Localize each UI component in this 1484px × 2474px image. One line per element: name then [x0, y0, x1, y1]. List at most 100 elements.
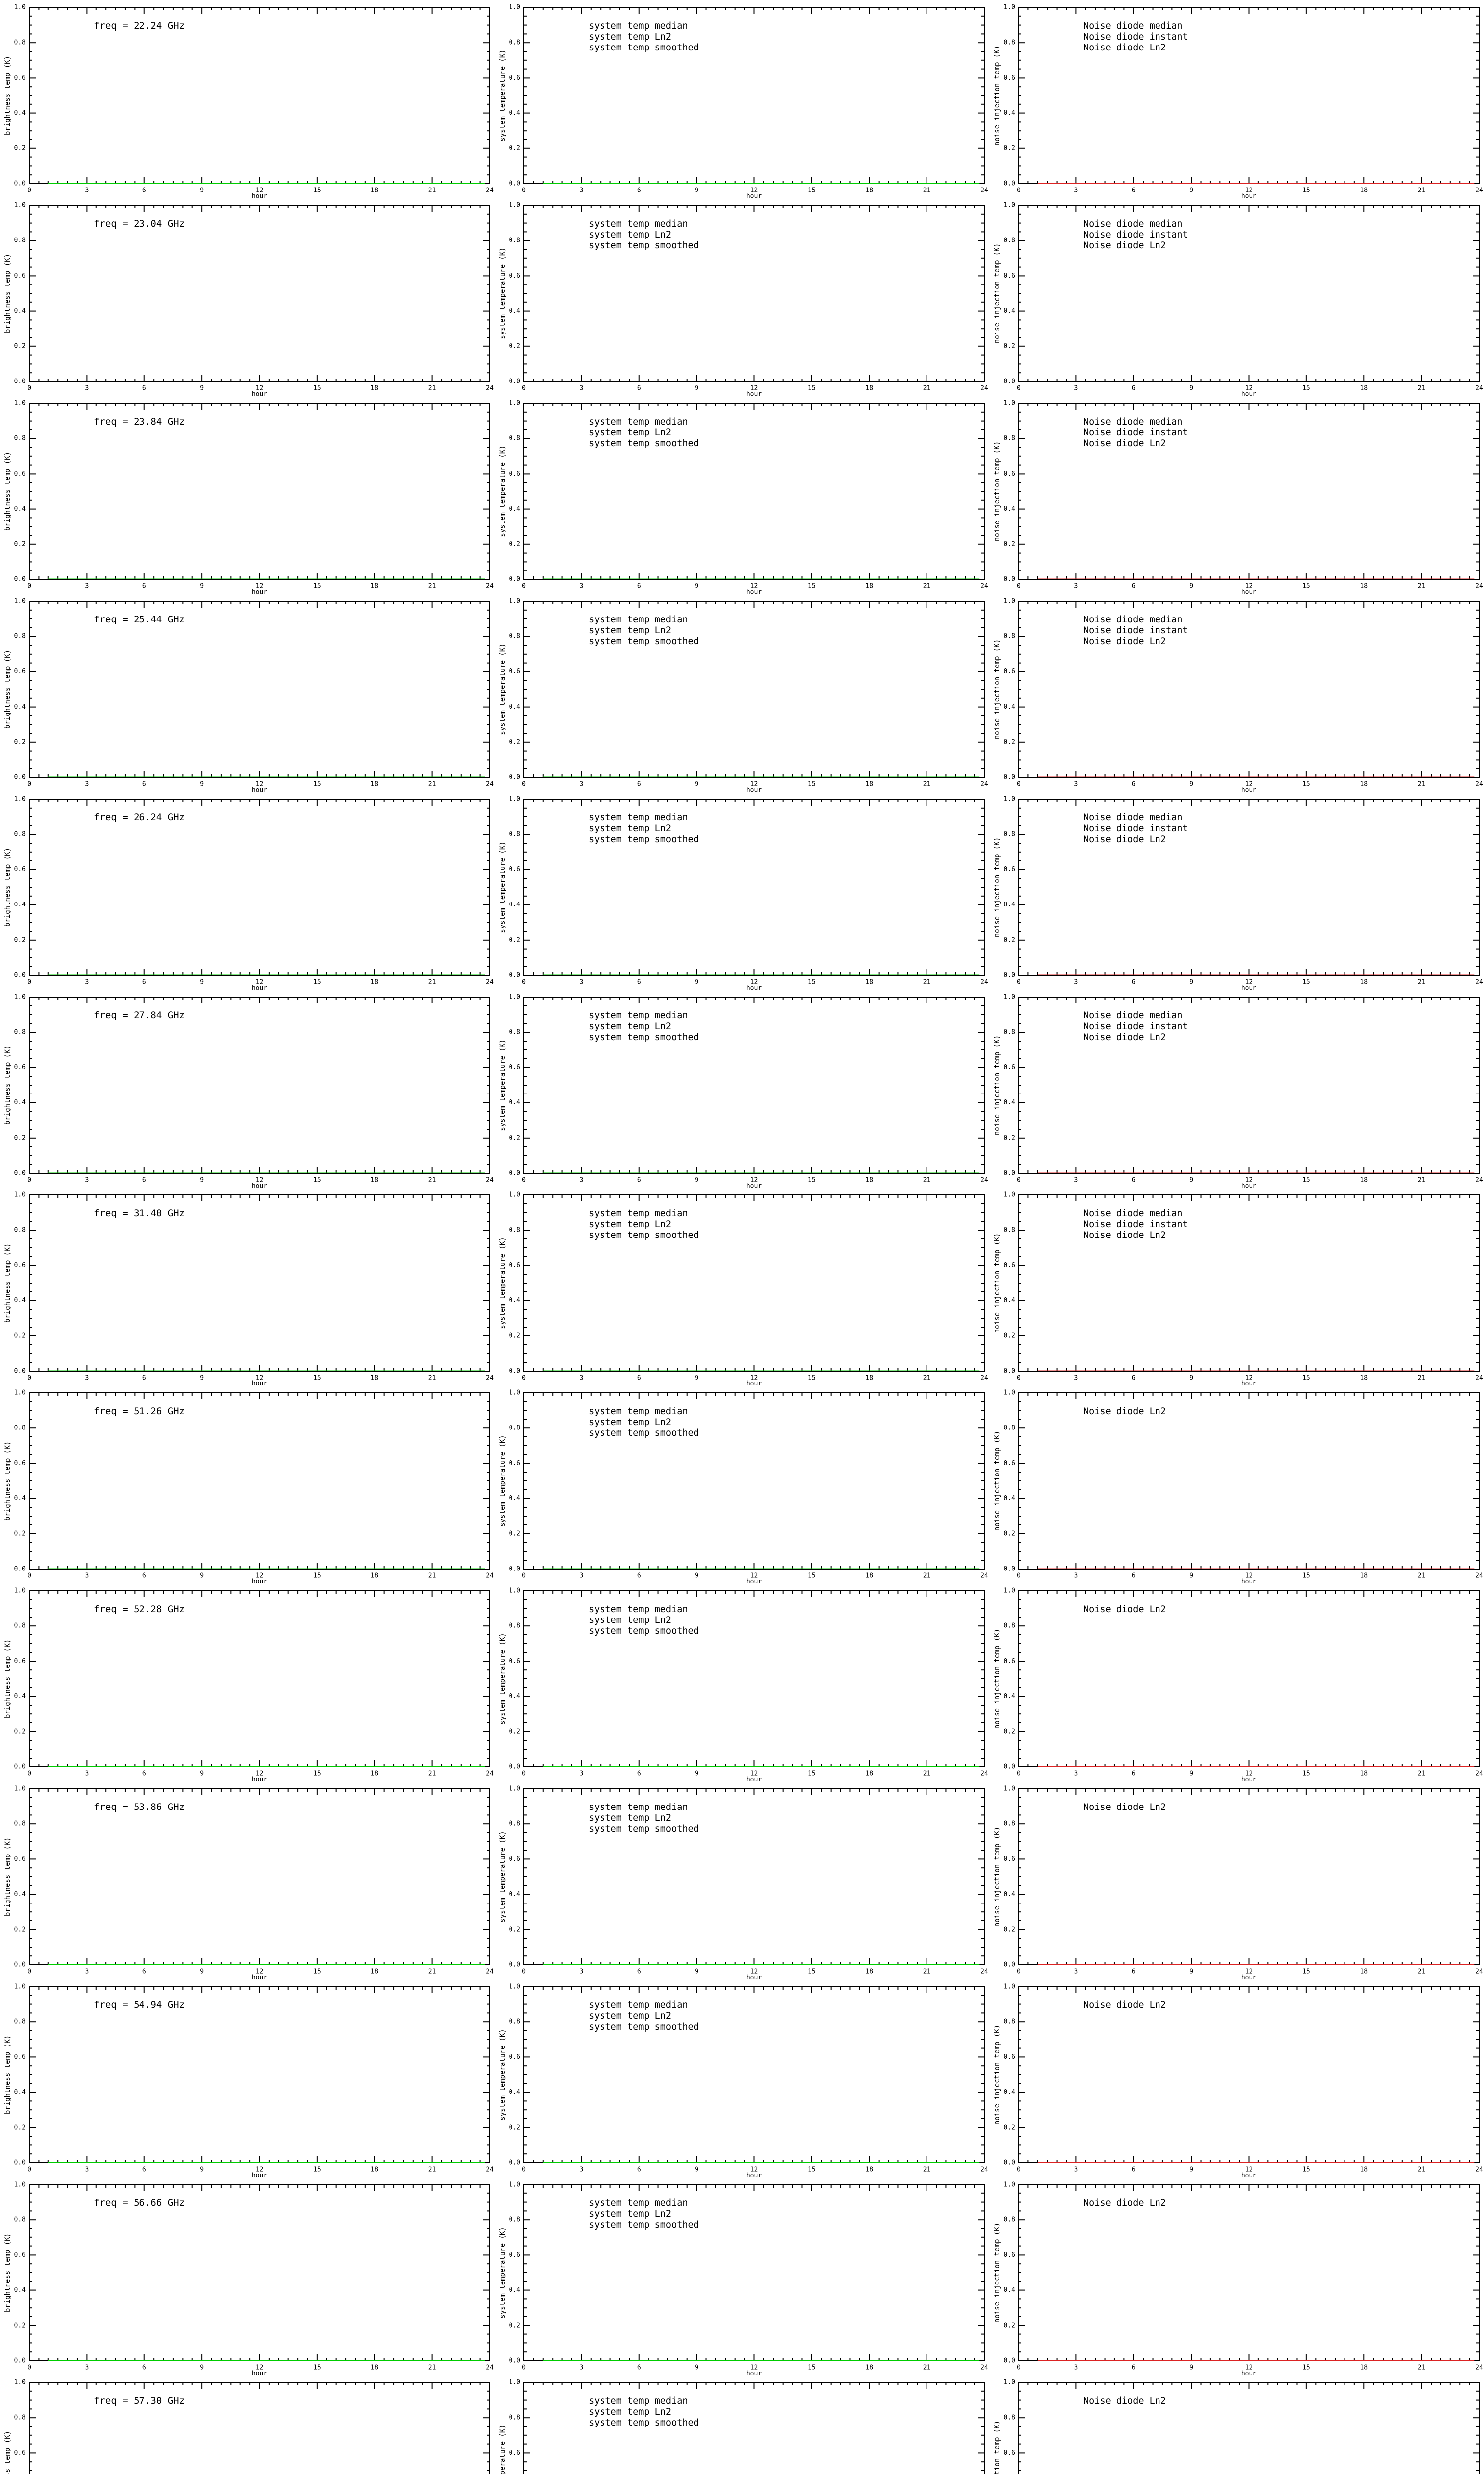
legend-entry: system temp median [589, 1010, 688, 1021]
svg-text:0.6: 0.6 [509, 470, 520, 477]
svg-text:0: 0 [1017, 385, 1020, 392]
svg-text:15: 15 [313, 187, 321, 194]
svg-text:0.2: 0.2 [14, 144, 26, 152]
axis-ticks [29, 1392, 490, 1570]
svg-text:0.0: 0.0 [1004, 180, 1015, 188]
legend-entry: Noise diode Ln2 [1083, 2396, 1166, 2406]
svg-text:9: 9 [695, 1375, 698, 1382]
svg-text:1.0: 1.0 [14, 400, 26, 407]
svg-text:18: 18 [1360, 1770, 1368, 1778]
svg-text:6: 6 [1132, 583, 1136, 590]
svg-text:18: 18 [1360, 1177, 1368, 1184]
svg-text:12: 12 [750, 1770, 758, 1778]
legend-entry: Noise diode median [1083, 21, 1182, 31]
legend-entry: Noise diode instant [1083, 1219, 1188, 1230]
svg-text:1.0: 1.0 [509, 202, 520, 209]
svg-text:0.2: 0.2 [14, 540, 26, 548]
svg-text:0.2: 0.2 [14, 1728, 26, 1735]
axis-ticks [523, 2382, 985, 2471]
svg-text:24: 24 [1475, 1770, 1483, 1778]
svg-text:0: 0 [1017, 1770, 1020, 1778]
panel-52p28-system: 0 3 6 9 12 15 18 21 24 0.0 0.2 0.4 0.6 0.8 1.0 hour syst… [495, 1583, 989, 1784]
svg-text:15: 15 [1302, 583, 1310, 590]
svg-text:3: 3 [579, 583, 583, 590]
y-axis-label: system temperature (K) [499, 2227, 507, 2318]
svg-text:0.0: 0.0 [14, 1368, 26, 1375]
svg-text:12: 12 [750, 1177, 758, 1184]
svg-text:0.8: 0.8 [509, 1029, 520, 1036]
svg-text:24: 24 [486, 187, 494, 194]
svg-text:0.2: 0.2 [509, 1332, 520, 1339]
svg-text:12: 12 [256, 979, 264, 986]
svg-text:9: 9 [1189, 187, 1193, 194]
svg-text:1.0: 1.0 [509, 1389, 520, 1397]
svg-text:0.4: 0.4 [509, 703, 521, 711]
legend-entry: system temp Ln2 [589, 428, 671, 438]
svg-text:9: 9 [695, 979, 698, 986]
y-axis-label: brightness temp (K) [4, 1046, 12, 1125]
axis-ticks [29, 1590, 490, 1767]
svg-text:15: 15 [1302, 781, 1310, 788]
svg-text:0: 0 [522, 1177, 526, 1184]
svg-text:6: 6 [142, 187, 146, 194]
panel-title: freq = 25.44 GHz [94, 614, 185, 625]
svg-text:0: 0 [522, 385, 526, 392]
svg-text:1.0: 1.0 [14, 994, 26, 1001]
svg-text:3: 3 [1074, 583, 1078, 590]
svg-text:0.0: 0.0 [509, 972, 520, 979]
svg-text:0.0: 0.0 [509, 1368, 520, 1375]
panel-23p04-noise: 0 3 6 9 12 15 18 21 24 0.0 0.2 0.4 0.6 0.8 1.0 hour nois… [989, 198, 1484, 398]
svg-text:21: 21 [923, 1177, 931, 1184]
svg-text:24: 24 [1475, 187, 1483, 194]
svg-text:9: 9 [695, 187, 698, 194]
svg-text:18: 18 [865, 979, 873, 986]
svg-text:0.8: 0.8 [509, 1425, 520, 1432]
svg-text:3: 3 [1074, 781, 1078, 788]
svg-text:0.6: 0.6 [509, 272, 520, 280]
legend-entry: Noise diode instant [1083, 625, 1188, 636]
legend-entry: Noise diode median [1083, 1208, 1182, 1219]
y-axis-label: brightness temp (K) [4, 2431, 12, 2474]
svg-text:3: 3 [1074, 1375, 1078, 1382]
axis-ticks [29, 1986, 490, 2163]
svg-text:0.6: 0.6 [509, 1262, 520, 1269]
svg-text:9: 9 [200, 1572, 204, 1580]
y-axis-label: noise injection temp (K) [993, 639, 1001, 739]
svg-text:9: 9 [1189, 1375, 1193, 1382]
legend-entry: Noise diode instant [1083, 823, 1188, 834]
svg-text:0.6: 0.6 [14, 866, 26, 873]
svg-text:12: 12 [256, 1375, 264, 1382]
legend-entry: system temp median [589, 812, 688, 823]
svg-text:0.8: 0.8 [509, 633, 520, 640]
panel-25p44-brightness: 0 3 6 9 12 15 18 21 24 0.0 0.2 0.4 0.6 0.8 1.0 hour brig… [0, 594, 495, 794]
svg-text:9: 9 [200, 187, 204, 194]
legend-entry: system temp smoothed [589, 2220, 699, 2230]
svg-text:1.0: 1.0 [1004, 598, 1015, 605]
svg-text:1.0: 1.0 [1004, 994, 1015, 1001]
plot-box [1018, 2184, 1480, 2361]
svg-text:0.2: 0.2 [1004, 738, 1015, 746]
legend-entry: system temp smoothed [589, 1230, 699, 1240]
svg-text:24: 24 [1475, 1177, 1483, 1184]
svg-text:0.4: 0.4 [1004, 1495, 1016, 1502]
legend-entry: Noise diode Ln2 [1083, 834, 1166, 845]
svg-text:21: 21 [1418, 583, 1426, 590]
plot-box [29, 601, 490, 778]
svg-text:12: 12 [750, 583, 758, 590]
svg-text:6: 6 [1132, 385, 1136, 392]
svg-text:21: 21 [1418, 1375, 1426, 1382]
y-axis-label: system temperature (K) [499, 49, 507, 141]
panel-23p84-brightness: 0 3 6 9 12 15 18 21 24 0.0 0.2 0.4 0.6 0.8 1.0 hour brig… [0, 396, 495, 596]
